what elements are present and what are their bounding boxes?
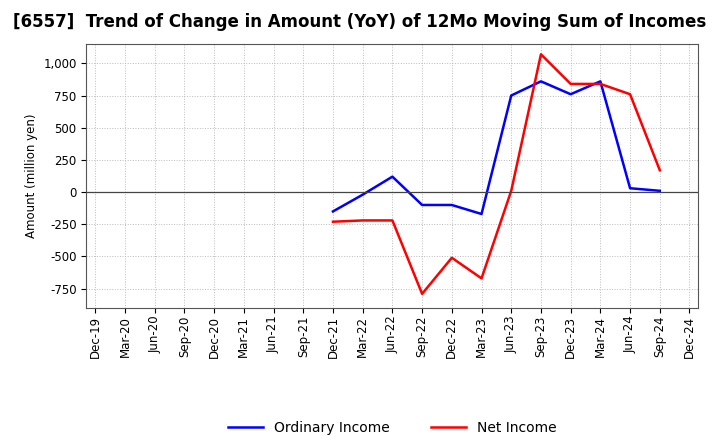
- Ordinary Income: [359, 192, 367, 197]
- Net Income: [448, 255, 456, 260]
- Net Income: [507, 188, 516, 194]
- Legend: Ordinary Income, Net Income: Ordinary Income, Net Income: [222, 415, 562, 440]
- Ordinary Income: [626, 186, 634, 191]
- Net Income: [359, 218, 367, 223]
- Text: [6557]  Trend of Change in Amount (YoY) of 12Mo Moving Sum of Incomes: [6557] Trend of Change in Amount (YoY) o…: [14, 13, 706, 31]
- Net Income: [536, 51, 545, 57]
- Net Income: [418, 291, 426, 297]
- Ordinary Income: [567, 92, 575, 97]
- Ordinary Income: [328, 209, 337, 214]
- Ordinary Income: [388, 174, 397, 179]
- Ordinary Income: [448, 202, 456, 208]
- Ordinary Income: [477, 211, 486, 216]
- Net Income: [477, 276, 486, 281]
- Ordinary Income: [418, 202, 426, 208]
- Ordinary Income: [655, 188, 664, 194]
- Net Income: [328, 219, 337, 224]
- Line: Net Income: Net Income: [333, 54, 660, 294]
- Ordinary Income: [536, 79, 545, 84]
- Net Income: [596, 81, 605, 87]
- Y-axis label: Amount (million yen): Amount (million yen): [24, 114, 37, 238]
- Line: Ordinary Income: Ordinary Income: [333, 81, 660, 214]
- Ordinary Income: [596, 79, 605, 84]
- Net Income: [626, 92, 634, 97]
- Net Income: [388, 218, 397, 223]
- Net Income: [655, 168, 664, 173]
- Ordinary Income: [507, 93, 516, 98]
- Net Income: [567, 81, 575, 87]
